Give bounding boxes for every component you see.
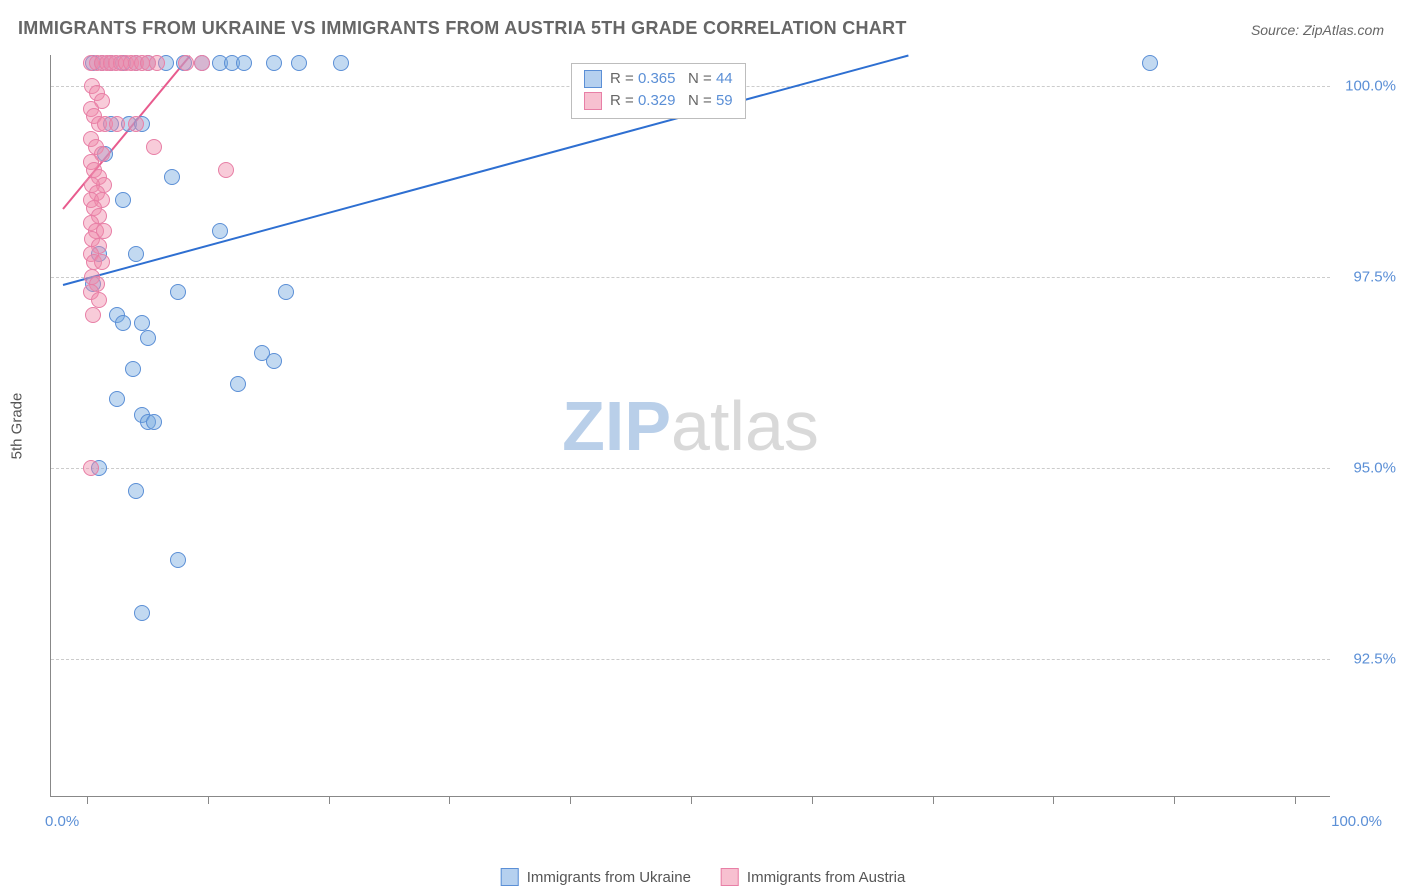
- data-point-austria: [149, 55, 165, 71]
- data-point-ukraine: [115, 192, 131, 208]
- x-tick: [570, 796, 571, 804]
- data-point-austria: [128, 116, 144, 132]
- x-tick: [1053, 796, 1054, 804]
- data-point-ukraine: [170, 552, 186, 568]
- grid-line: [51, 659, 1330, 660]
- data-point-austria: [109, 116, 125, 132]
- trend-line-austria: [62, 55, 190, 209]
- x-tick: [87, 796, 88, 804]
- legend-swatch: [584, 70, 602, 88]
- legend-label: Immigrants from Ukraine: [527, 869, 691, 886]
- legend-text: R = 0.365 N = 44: [610, 68, 733, 90]
- watermark: ZIPatlas: [562, 386, 819, 466]
- x-tick: [208, 796, 209, 804]
- data-point-ukraine: [291, 55, 307, 71]
- data-point-ukraine: [212, 223, 228, 239]
- legend-swatch: [721, 868, 739, 886]
- x-axis-max-label: 100.0%: [1331, 813, 1382, 830]
- data-point-austria: [94, 254, 110, 270]
- data-point-ukraine: [1142, 55, 1158, 71]
- data-point-ukraine: [115, 315, 131, 331]
- x-tick: [449, 796, 450, 804]
- data-point-ukraine: [266, 353, 282, 369]
- data-point-ukraine: [164, 169, 180, 185]
- data-point-ukraine: [266, 55, 282, 71]
- data-point-ukraine: [125, 361, 141, 377]
- legend-row: R = 0.365 N = 44: [584, 68, 733, 90]
- y-tick-label: 97.5%: [1353, 268, 1396, 285]
- data-point-austria: [218, 162, 234, 178]
- data-point-austria: [146, 139, 162, 155]
- trend-line-ukraine: [63, 55, 909, 286]
- data-point-ukraine: [146, 414, 162, 430]
- data-point-austria: [91, 292, 107, 308]
- y-tick-label: 100.0%: [1345, 77, 1396, 94]
- y-axis-title: 5th Grade: [9, 392, 26, 459]
- x-tick: [812, 796, 813, 804]
- legend-item: Immigrants from Austria: [721, 868, 905, 886]
- data-point-ukraine: [140, 330, 156, 346]
- data-point-austria: [85, 307, 101, 323]
- data-point-ukraine: [128, 246, 144, 262]
- legend-label: Immigrants from Austria: [747, 869, 905, 886]
- legend-text: R = 0.329 N = 59: [610, 90, 733, 112]
- legend-swatch: [584, 92, 602, 110]
- legend-item: Immigrants from Ukraine: [501, 868, 691, 886]
- x-axis-min-label: 0.0%: [45, 813, 79, 830]
- source-label: Source: ZipAtlas.com: [1251, 22, 1384, 38]
- legend-row: R = 0.329 N = 59: [584, 90, 733, 112]
- grid-line: [51, 468, 1330, 469]
- y-tick-label: 92.5%: [1353, 651, 1396, 668]
- correlation-legend: R = 0.365 N = 44R = 0.329 N = 59: [571, 63, 746, 119]
- data-point-austria: [194, 55, 210, 71]
- bottom-legend: Immigrants from Ukraine Immigrants from A…: [501, 868, 906, 886]
- grid-line: [51, 277, 1330, 278]
- x-tick: [691, 796, 692, 804]
- data-point-ukraine: [170, 284, 186, 300]
- data-point-ukraine: [333, 55, 349, 71]
- data-point-ukraine: [128, 483, 144, 499]
- data-point-ukraine: [134, 315, 150, 331]
- x-tick: [1295, 796, 1296, 804]
- x-tick: [933, 796, 934, 804]
- data-point-ukraine: [236, 55, 252, 71]
- data-point-ukraine: [109, 391, 125, 407]
- chart-title: IMMIGRANTS FROM UKRAINE VS IMMIGRANTS FR…: [18, 18, 907, 39]
- legend-swatch: [501, 868, 519, 886]
- y-tick-label: 95.0%: [1353, 460, 1396, 477]
- data-point-ukraine: [230, 376, 246, 392]
- x-tick: [1174, 796, 1175, 804]
- data-point-ukraine: [134, 605, 150, 621]
- data-point-austria: [83, 460, 99, 476]
- scatter-plot: 5th Grade 0.0% 100.0% ZIPatlas 92.5%95.0…: [50, 55, 1330, 797]
- x-tick: [329, 796, 330, 804]
- data-point-ukraine: [278, 284, 294, 300]
- data-point-austria: [178, 55, 194, 71]
